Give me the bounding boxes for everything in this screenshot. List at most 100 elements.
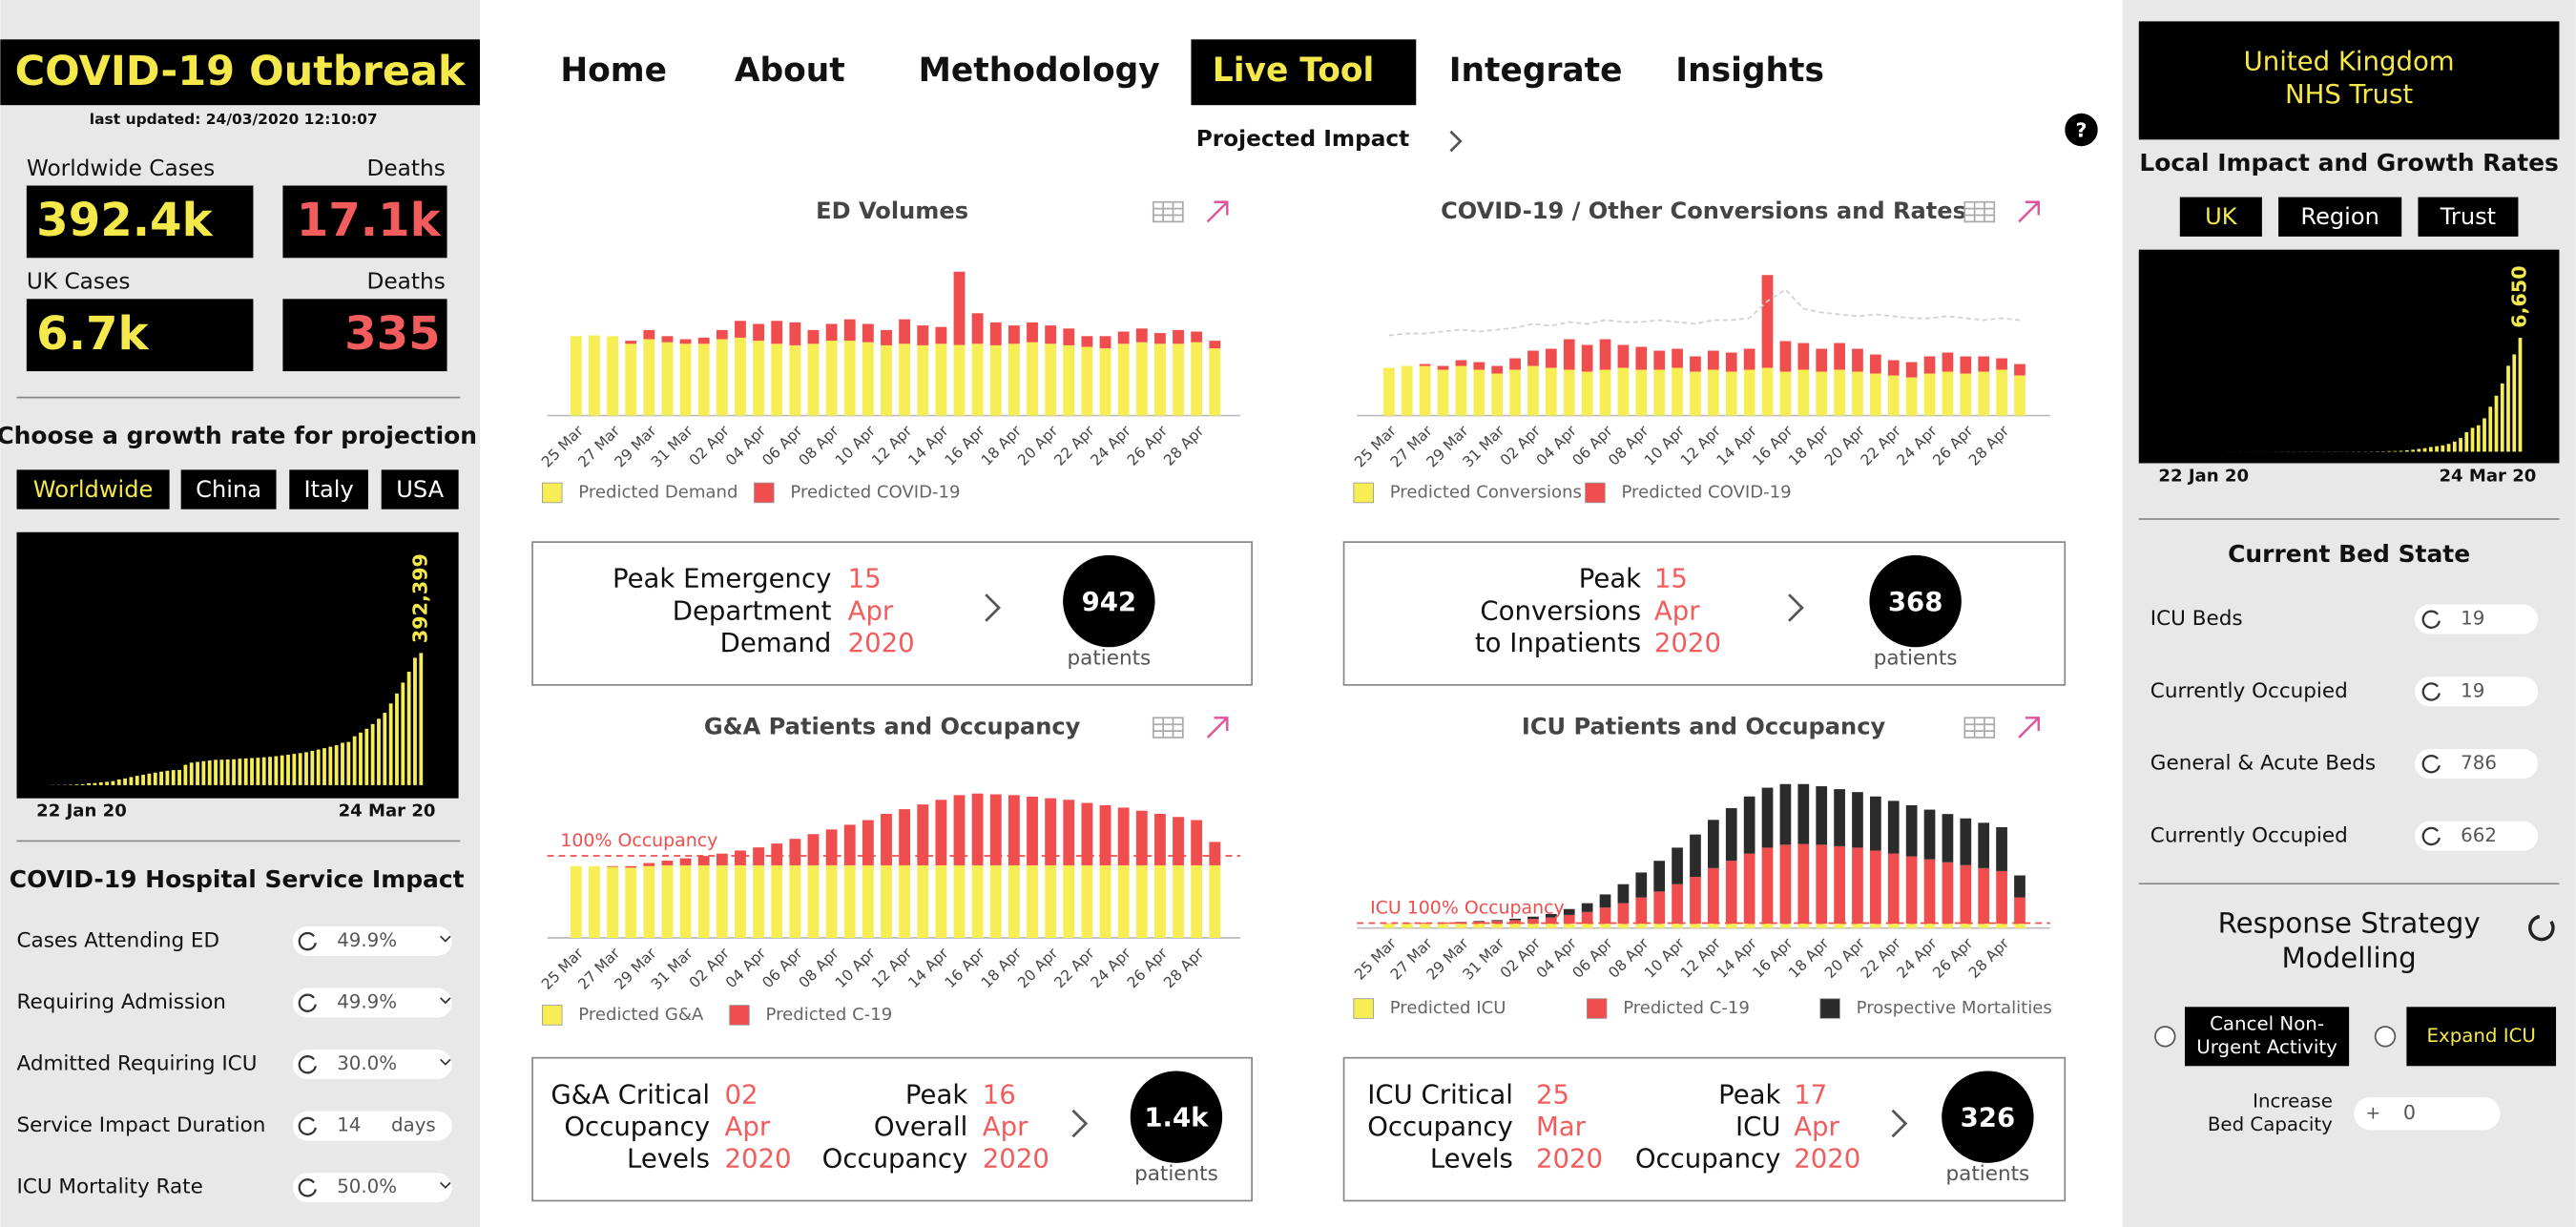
bar-segment	[1978, 822, 1990, 868]
input-pill[interactable]	[2414, 604, 2539, 634]
bar	[111, 780, 115, 785]
nav-item: Live Tool	[1213, 52, 1375, 90]
x-tick-label: 08 Apr	[796, 945, 843, 992]
bar	[2411, 449, 2415, 452]
bar-segment	[1081, 336, 1093, 347]
x-tick-label: 26 Apr	[1124, 945, 1172, 992]
bar-segment	[1117, 807, 1130, 865]
input-pill[interactable]	[2414, 676, 2539, 707]
bar-segment	[1942, 371, 1954, 416]
chevron	[1071, 1109, 1089, 1138]
growth-button[interactable]	[16, 469, 170, 510]
x-tick-label: 06 Apr	[758, 945, 806, 992]
help-icon[interactable]	[2065, 113, 2098, 147]
bar-segment	[1581, 924, 1593, 928]
bar-segment	[1527, 924, 1539, 928]
nav-active[interactable]	[1191, 39, 1417, 106]
x-tick-label: 22 Apr	[1050, 945, 1098, 992]
summary-text: Peak Emergency	[613, 564, 831, 594]
bar	[261, 757, 266, 785]
bar-segment	[1761, 847, 1774, 925]
bar-segment	[643, 329, 655, 340]
table-icon[interactable]	[1963, 200, 1996, 223]
bar-segment	[1081, 346, 1093, 416]
bar-segment	[1008, 795, 1020, 865]
bar-segment	[679, 339, 692, 344]
bar	[316, 749, 321, 785]
growth-button[interactable]	[381, 469, 459, 510]
bar-segment	[1491, 365, 1504, 374]
radio[interactable]	[2374, 1026, 2397, 1048]
input-pill[interactable]	[2414, 749, 2539, 780]
bar	[189, 762, 194, 785]
input-pill[interactable]	[292, 1173, 452, 1203]
bar-segment	[679, 343, 692, 416]
bar-segment	[789, 322, 801, 345]
bar-segment	[697, 856, 710, 865]
app-title: COVID-19 Outbreak	[15, 48, 467, 95]
local-button[interactable]	[2418, 197, 2519, 237]
summary-text: Peak	[905, 1079, 967, 1110]
expand-icon[interactable]	[1206, 200, 1229, 223]
input-pill[interactable]	[292, 1050, 452, 1080]
bar-segment	[1797, 924, 1810, 928]
bar	[2446, 444, 2451, 452]
input-pill[interactable]	[292, 1111, 452, 1141]
bar-segment	[1617, 884, 1630, 904]
bar-segment	[607, 866, 618, 939]
chevron	[1449, 130, 1463, 153]
chart-title: COVID-19 / Other Conversions and Rates	[1441, 198, 1966, 224]
table-icon[interactable]	[1152, 717, 1184, 738]
bar	[370, 723, 375, 785]
expand-icon[interactable]	[2018, 200, 2040, 223]
local-button[interactable]	[2179, 197, 2262, 237]
bar-segment	[935, 864, 947, 939]
bar	[2494, 395, 2499, 452]
bar-segment	[1635, 369, 1648, 416]
table-icon[interactable]	[1963, 717, 1996, 738]
row-label: Service Impact Duration	[17, 1113, 266, 1137]
x-tick-label: 24 Apr	[1088, 945, 1135, 992]
bar-segment	[1834, 845, 1845, 925]
row-label: Currently Occupied	[2150, 823, 2348, 847]
bar-segment	[862, 323, 874, 343]
bar	[322, 748, 326, 785]
bar-segment	[1008, 325, 1020, 344]
input-pill[interactable]	[2414, 821, 2539, 851]
expand-icon[interactable]	[1206, 717, 1229, 738]
bar-segment	[1923, 924, 1936, 928]
input-pill[interactable]	[2354, 1096, 2501, 1131]
summary-value: 368	[1888, 587, 1942, 617]
growth-button[interactable]	[289, 469, 368, 510]
bar-segment	[1779, 924, 1792, 928]
bar-segment	[899, 343, 911, 416]
table-icon[interactable]	[1152, 200, 1184, 223]
refresh-icon	[298, 931, 317, 951]
option-button[interactable]	[2184, 1007, 2350, 1067]
bar	[141, 775, 145, 785]
input-pill[interactable]	[292, 988, 452, 1018]
bar-segment	[1401, 365, 1413, 416]
row-value: 662	[2461, 824, 2497, 846]
bar-segment	[716, 329, 728, 340]
refresh-icon	[298, 993, 317, 1012]
growth-button[interactable]	[180, 469, 277, 510]
row-unit: days	[391, 1114, 436, 1136]
rate-line	[1388, 288, 2021, 337]
bar-segment	[1153, 343, 1166, 416]
bar-segment	[1708, 820, 1719, 868]
bar	[207, 760, 212, 785]
option-button[interactable]	[2406, 1007, 2557, 1067]
expand-icon[interactable]	[2018, 717, 2040, 738]
bar-segment	[1045, 325, 1057, 344]
bar-segment	[1545, 348, 1557, 368]
trust-box	[2138, 21, 2560, 140]
bar-segment	[1725, 808, 1737, 862]
radio[interactable]	[2154, 1026, 2176, 1048]
summary-date: 25	[1536, 1079, 1569, 1110]
reset-icon[interactable]	[2528, 914, 2555, 942]
input-pill[interactable]	[292, 925, 452, 956]
local-button[interactable]	[2278, 197, 2402, 237]
dropdown-caret	[440, 997, 451, 1005]
bar-segment	[1191, 820, 1203, 865]
